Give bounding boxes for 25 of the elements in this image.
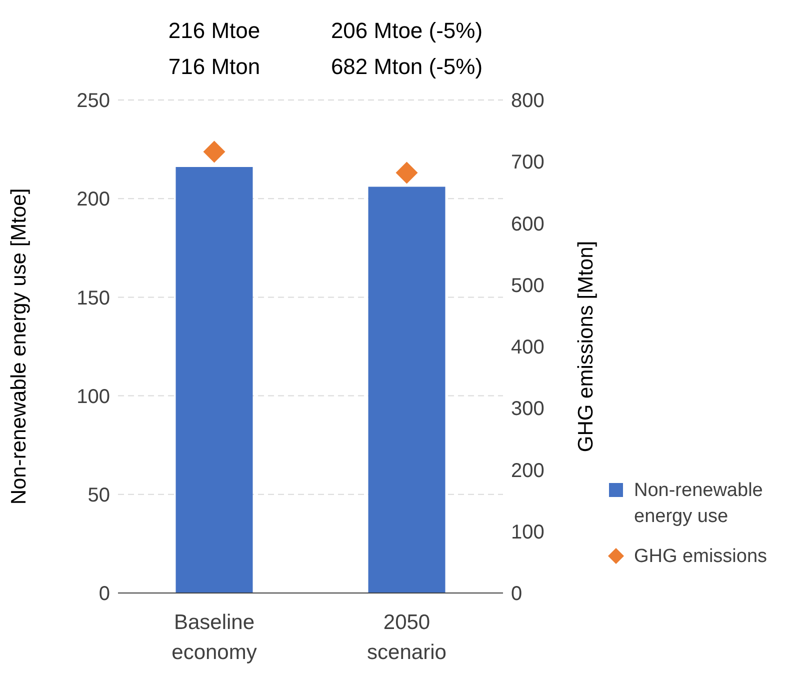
y-tick-label: 200 bbox=[76, 188, 110, 211]
y-tick-label: 0 bbox=[98, 583, 110, 606]
y2-axis-title: GHG emissions [Mton] bbox=[574, 240, 598, 452]
text: 216 Mtoe bbox=[168, 18, 260, 43]
y-axis-title: Non-renewable energy use [Mtoe] bbox=[7, 188, 30, 505]
x-tick-label: Baseline economy bbox=[172, 611, 258, 664]
y-tick-label: 150 bbox=[76, 287, 110, 310]
x-tick-label: 2050 scenario bbox=[367, 611, 446, 664]
text: 682 Mton (-5%) bbox=[330, 54, 483, 79]
y-tick-label: 50 bbox=[88, 484, 110, 506]
y2-tick-label: 600 bbox=[511, 213, 544, 236]
y-tick-label: 250 bbox=[76, 90, 110, 112]
y2-tick-label: 200 bbox=[511, 460, 544, 482]
y2-tick-label: 100 bbox=[511, 521, 544, 544]
legend-label: GHG emissions bbox=[634, 545, 768, 569]
legend-label: Non-renewable energy use bbox=[634, 479, 764, 529]
y2-tick-label: 800 bbox=[511, 90, 544, 112]
y2-tick-label: 700 bbox=[511, 152, 544, 174]
text: 206 Mtoe (-5%) bbox=[330, 18, 483, 43]
y2-tick-label: 0 bbox=[511, 583, 522, 606]
y2-tick-label: 300 bbox=[511, 398, 544, 420]
text: 716 Mton bbox=[168, 54, 260, 79]
y2-tick-label: 400 bbox=[511, 336, 544, 359]
y2-tick-label: 500 bbox=[511, 274, 544, 297]
y-tick-label: 100 bbox=[76, 386, 110, 408]
